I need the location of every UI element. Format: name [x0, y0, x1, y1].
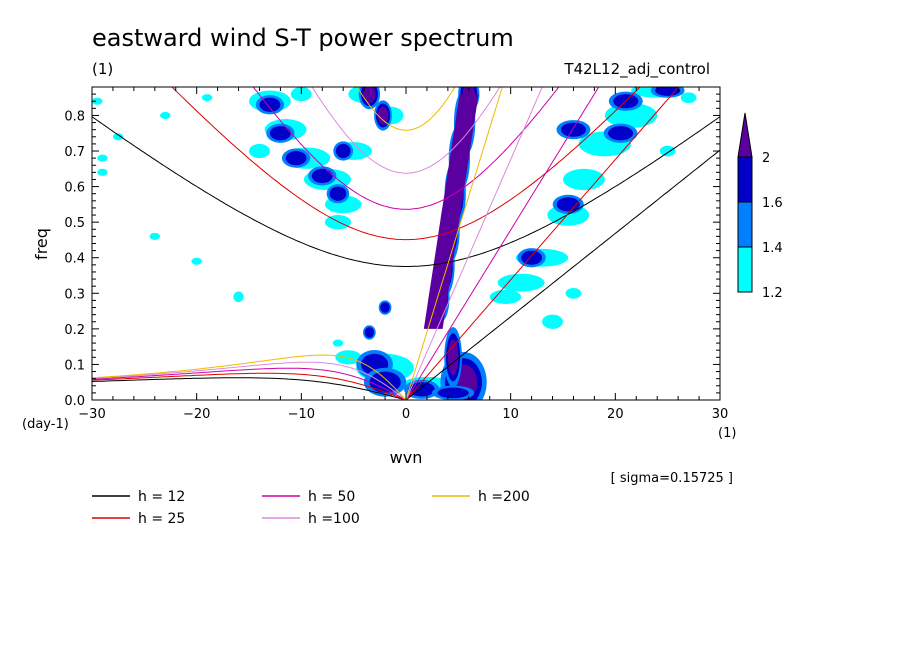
power-blob-low-16 — [497, 273, 545, 292]
colorbar-label-2: 1.4 — [762, 241, 783, 256]
y-tick-label-2: 0.2 — [64, 323, 85, 338]
colorbar-segment-2 — [737, 246, 753, 293]
power-blob-low-28 — [112, 133, 124, 141]
legend-label-h200: h =200 — [478, 489, 530, 505]
y-tick-label-8: 0.8 — [64, 109, 85, 124]
power-blob-19-level-2 — [269, 126, 291, 141]
y-unit-label: (day-1) — [22, 417, 69, 432]
power-blob-16-level-3 — [363, 87, 376, 104]
x-tick-label-0: −30 — [78, 407, 105, 422]
power-blob-low-11 — [249, 143, 270, 159]
power-blob-low-36 — [201, 94, 213, 102]
legend-label-h25: h = 25 — [138, 511, 185, 527]
power-blob-29-level-2 — [655, 87, 681, 96]
power-blob-low-24 — [565, 287, 582, 299]
y-tick-label-4: 0.4 — [64, 252, 85, 267]
power-blob-11-level-2 — [369, 371, 401, 393]
axis-ticks: −30 −20 −10 0 10 20 30 0.0 0.1 0.2 0.3 0.4 0.5 0.6 0.7… — [64, 86, 729, 422]
power-blob-low-14 — [290, 87, 312, 102]
legend-label-h12: h = 12 — [138, 489, 185, 505]
dispersion-kelvin-h100 — [405, 87, 543, 400]
dispersion-rossby-h200 — [92, 354, 407, 400]
dispersion-rossby-h50 — [92, 367, 407, 400]
power-blob-17-level-3 — [377, 106, 389, 125]
colorbar-arrow — [737, 112, 753, 158]
y-tick-label-7: 0.7 — [64, 145, 85, 160]
legend-label-h100: h =100 — [308, 511, 360, 527]
x-tick-label-6: 30 — [712, 407, 729, 422]
power-blob-25-level-2 — [608, 126, 634, 141]
y-tick-label-5: 0.5 — [64, 216, 85, 231]
x-axis-label: wvn — [390, 448, 423, 467]
power-blob-low-29 — [92, 97, 103, 105]
chart-title: eastward wind S-T power spectrum — [92, 24, 514, 52]
power-blob-low-19 — [563, 168, 605, 191]
dispersion-kelvin-h12 — [405, 149, 720, 400]
power-blob-24-level-2 — [560, 122, 587, 137]
colorbar-segment-0 — [737, 156, 753, 203]
colorbar-label-0: 2 — [762, 151, 770, 166]
legend-label-h50: h = 50 — [308, 489, 355, 505]
power-blob-low-27 — [97, 154, 108, 162]
kelvin-ridge-band — [423, 94, 479, 329]
dispersion-ig-h200 — [356, 87, 456, 131]
power-blob-21-level-2 — [311, 168, 333, 184]
power-blob-23-level-2 — [335, 143, 351, 159]
y-tick-label-3: 0.3 — [64, 287, 85, 302]
power-blob-low-31 — [191, 257, 202, 265]
y-tick-label-6: 0.6 — [64, 181, 85, 196]
dispersion-ig-h12 — [92, 116, 720, 267]
power-contour-fills — [92, 87, 697, 400]
x-tick-label-2: −10 — [288, 407, 315, 422]
power-blob-low-30 — [149, 232, 161, 240]
colorbar-label-1: 1.6 — [762, 196, 783, 211]
dispersion-rossby-h25 — [92, 372, 407, 400]
power-blob-low-35 — [680, 92, 697, 104]
dispersion-kelvin-h25 — [405, 87, 680, 400]
power-blob-26-level-2 — [556, 197, 580, 212]
power-blob-20-level-2 — [285, 151, 307, 166]
dispersion-ig-h50 — [252, 87, 560, 210]
power-blob-low-26 — [97, 168, 108, 176]
power-blob-low-34 — [659, 145, 676, 157]
power-blob-low-23 — [542, 314, 563, 329]
x-unit-label: (1) — [718, 426, 736, 441]
power-blob-28-level-2 — [521, 250, 543, 265]
x-tick-label-3: 0 — [402, 407, 410, 422]
dispersion-kelvin-h200 — [405, 87, 503, 400]
power-blob-15-level-2 — [437, 387, 469, 399]
dispersion-curves — [92, 87, 720, 400]
power-blob-low-25 — [160, 111, 171, 120]
sigma-note: [ sigma=0.15725 ] — [611, 471, 733, 486]
dispersion-rossby-h12 — [92, 377, 407, 400]
power-blob-low-3 — [335, 350, 362, 365]
legend: h = 12 h = 25 h = 50 h =100 h =200 — [92, 489, 530, 527]
dispersion-kelvin-h50 — [405, 87, 600, 400]
y-tick-label-0: 0.0 — [64, 394, 85, 409]
dispersion-ig-h25 — [171, 87, 641, 241]
y-tick-label-1: 0.1 — [64, 358, 85, 373]
power-blob-low-32 — [233, 291, 244, 303]
dispersion-ig-h100 — [311, 87, 501, 174]
colorbar-label-3: 1.2 — [762, 286, 783, 301]
dispersion-rossby-h100 — [92, 361, 407, 400]
y-axis-label: freq — [32, 228, 51, 260]
power-blob-1-level-3 — [447, 339, 459, 376]
x-tick-label-4: 10 — [502, 407, 519, 422]
power-blob-low-17 — [489, 289, 522, 304]
chart-subtitle-left: (1) — [92, 60, 113, 78]
x-tick-label-1: −20 — [183, 407, 210, 422]
power-blob-14-level-2 — [380, 302, 390, 313]
colorbar-segment-1 — [737, 201, 753, 248]
power-blob-13-level-2 — [364, 327, 375, 338]
power-blob-18-level-2 — [259, 97, 281, 112]
colorbar: 2 1.6 1.4 1.2 — [737, 112, 783, 301]
power-blob-22-level-2 — [329, 186, 347, 201]
power-blob-low-33 — [332, 339, 344, 347]
x-tick-label-5: 20 — [607, 407, 624, 422]
chart-subtitle-right: T42L12_adj_control — [563, 60, 710, 79]
